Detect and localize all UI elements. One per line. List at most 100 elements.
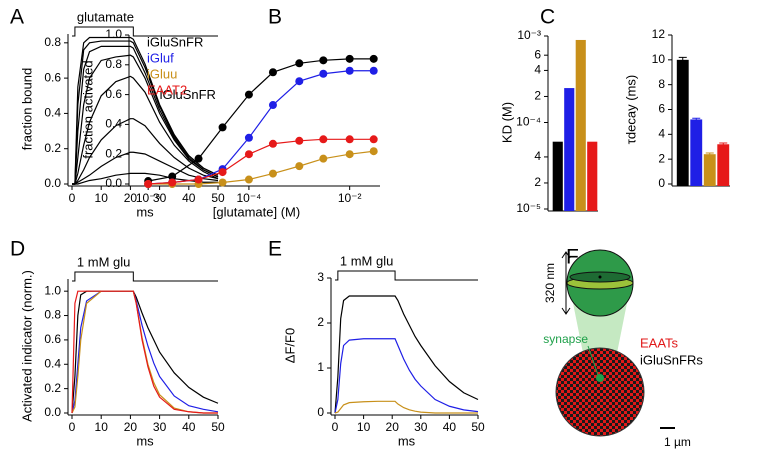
bar — [717, 144, 730, 186]
point — [168, 178, 177, 187]
bar — [703, 154, 716, 186]
series-line — [148, 58, 374, 182]
y-tick-label: 2 — [317, 315, 324, 329]
bar — [575, 39, 586, 211]
legend-entry: iGluf — [147, 50, 174, 65]
point — [244, 175, 253, 184]
x-axis-label: ms — [136, 204, 154, 219]
y-tick-label: 0.0 — [105, 176, 122, 190]
y-tick-label: 3 — [317, 270, 324, 284]
point — [244, 90, 253, 99]
synapse-pointer — [587, 345, 599, 376]
point — [268, 68, 277, 77]
x-axis-label: ms — [398, 433, 416, 448]
point — [218, 168, 227, 177]
series-line — [148, 138, 374, 185]
series-line — [72, 54, 219, 185]
error-bar — [705, 152, 714, 156]
annotation: iGluSnFR — [160, 87, 216, 102]
point — [268, 139, 277, 148]
y-tick-label: 2 — [534, 175, 541, 189]
size-label: 320 nm — [543, 263, 557, 303]
point — [345, 66, 354, 75]
x-axis-label: [glutamate] (M) — [213, 204, 300, 219]
arrow-head — [561, 307, 571, 315]
point — [369, 147, 378, 156]
series-line — [72, 172, 218, 185]
stimulus — [72, 271, 218, 282]
point — [295, 136, 304, 145]
y-tick-label: 0.4 — [44, 356, 61, 370]
y-tick-label: 0.0 — [44, 176, 61, 190]
x-tick-label: 30 — [153, 420, 167, 434]
bar — [690, 119, 703, 186]
stimulus — [72, 26, 218, 37]
point — [369, 66, 378, 75]
series-line — [72, 75, 219, 185]
y-tick-label: 6 — [534, 47, 541, 61]
y-axis-label: Activated indicator (norm.) — [19, 270, 34, 422]
y-tick-label: 10⁻⁵ — [516, 201, 541, 215]
y-tick-label: 4 — [534, 63, 541, 77]
point — [369, 54, 378, 63]
y-tick-label: 0.2 — [44, 141, 61, 155]
point — [295, 77, 304, 86]
point — [268, 101, 277, 110]
point — [244, 150, 253, 159]
stimulus-label: 1 mM glu — [77, 254, 130, 269]
cell — [555, 347, 645, 437]
point — [144, 180, 153, 188]
x-tick-label: 30 — [153, 191, 167, 205]
point — [194, 175, 203, 184]
point — [268, 169, 277, 178]
error-bar — [678, 56, 687, 63]
y-tick-label: 6 — [658, 102, 665, 116]
x-tick-label: 0 — [69, 420, 76, 434]
x-tick-label: 40 — [443, 420, 457, 434]
series-line — [334, 338, 479, 414]
y-tick-label: 1 — [317, 360, 324, 374]
x-tick-label: 0 — [332, 420, 339, 434]
bar — [552, 141, 563, 211]
panel-letter: B — [268, 6, 282, 29]
y-axis-label: fraction activated — [80, 60, 95, 158]
point — [319, 154, 328, 163]
panel-letter: D — [10, 238, 25, 261]
x-tick-label: 50 — [471, 420, 485, 434]
synapse-label: synapse — [543, 332, 588, 346]
x-tick-label: 30 — [414, 420, 428, 434]
y-tick-label: 0.6 — [44, 70, 61, 84]
x-tick-label: 50 — [211, 191, 225, 205]
point — [369, 135, 378, 144]
x-tick-label: 10 — [357, 420, 371, 434]
y-tick-label: 4 — [534, 149, 541, 163]
y-axis-label: fraction bound — [19, 68, 34, 150]
x-tick-label: 40 — [182, 191, 196, 205]
error-bar — [692, 117, 701, 121]
x-tick-label: 0 — [69, 191, 76, 205]
x-tick-label: 40 — [182, 420, 196, 434]
point — [218, 123, 227, 132]
y-tick-label: 0.4 — [44, 106, 61, 120]
y-tick-label: 1.0 — [105, 27, 122, 41]
bar — [564, 88, 575, 211]
y-tick-label: 4 — [658, 127, 665, 141]
point — [345, 135, 354, 144]
point — [218, 178, 227, 187]
panel-letter: C — [540, 6, 555, 29]
y-tick-label: 2 — [534, 89, 541, 103]
point — [168, 172, 177, 181]
bar — [676, 59, 689, 187]
y-tick-label: 0.8 — [44, 308, 61, 322]
series-line — [72, 151, 219, 185]
point — [244, 133, 253, 142]
y-tick-label: 0 — [317, 405, 324, 419]
series-line — [334, 295, 479, 414]
arrow-head — [561, 251, 571, 259]
synapse-spot — [596, 374, 604, 382]
series-line — [72, 118, 219, 185]
eaats-label: EAATs — [640, 335, 679, 350]
y-tick-label: 1.0 — [44, 283, 61, 297]
bar — [587, 141, 598, 211]
